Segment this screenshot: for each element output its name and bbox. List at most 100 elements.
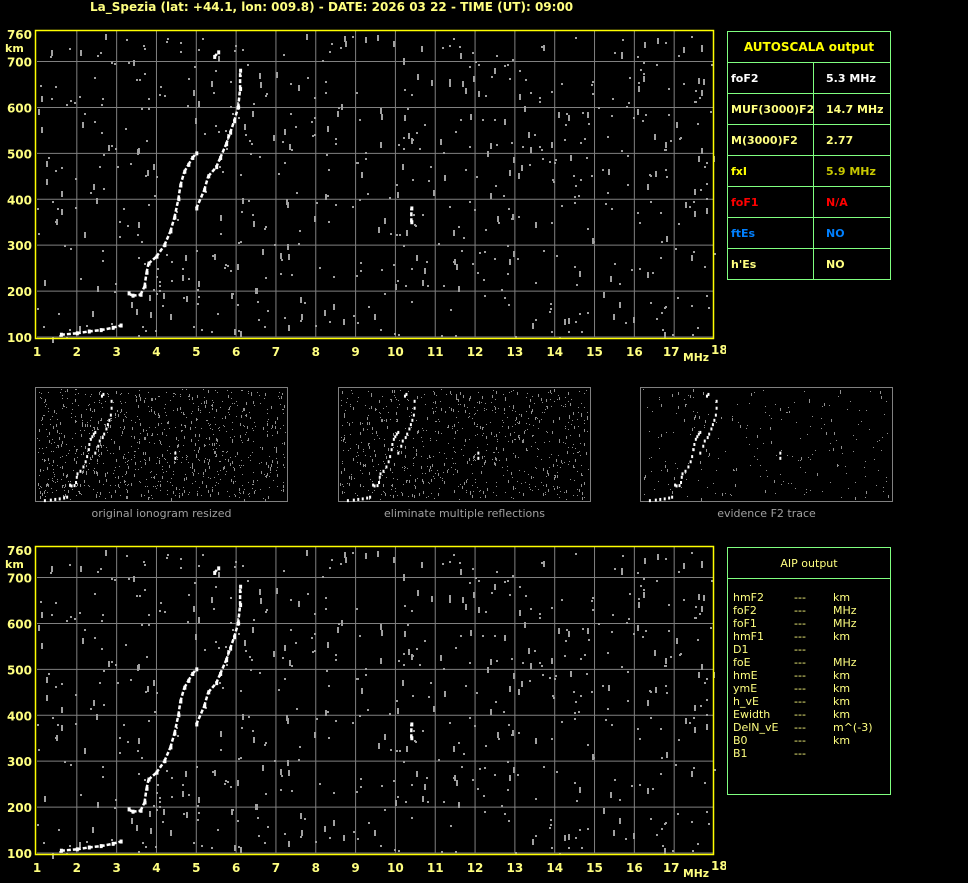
noise-dot bbox=[44, 280, 46, 286]
noise-dot bbox=[55, 221, 57, 223]
noise-dot bbox=[422, 214, 424, 216]
noise-dot bbox=[213, 92, 215, 94]
noise-dot bbox=[518, 216, 520, 218]
noise-dot bbox=[518, 423, 519, 424]
noise-dot bbox=[574, 712, 576, 714]
noise-dot bbox=[39, 488, 40, 489]
y-tick-label: 200 bbox=[7, 801, 32, 815]
noise-dot bbox=[115, 413, 116, 416]
noise-dot bbox=[215, 586, 217, 588]
noise-dot bbox=[419, 664, 421, 666]
noise-dot bbox=[575, 837, 577, 839]
noise-dot bbox=[633, 317, 635, 323]
noise-dot bbox=[372, 433, 373, 434]
noise-dot bbox=[260, 403, 261, 404]
noise-dot bbox=[178, 444, 179, 447]
noise-dot bbox=[562, 463, 563, 464]
noise-dot bbox=[181, 462, 182, 463]
y-tick-label: 500 bbox=[7, 147, 32, 161]
noise-dot bbox=[151, 435, 152, 436]
noise-dot bbox=[496, 391, 497, 394]
noise-dot bbox=[265, 277, 267, 279]
noise-dot bbox=[115, 490, 116, 493]
noise-dot bbox=[484, 295, 486, 297]
noise-dot bbox=[258, 835, 260, 837]
trace-point bbox=[376, 484, 379, 488]
noise-dot bbox=[550, 303, 552, 305]
noise-dot bbox=[539, 613, 541, 615]
noise-dot bbox=[376, 431, 377, 434]
noise-dot bbox=[252, 428, 253, 429]
noise-dot bbox=[561, 83, 563, 85]
noise-dot bbox=[524, 622, 526, 628]
noise-dot bbox=[574, 266, 576, 268]
noise-dot bbox=[509, 392, 510, 393]
noise-dot bbox=[242, 565, 244, 567]
noise-dot bbox=[43, 842, 45, 844]
noise-dot bbox=[483, 491, 484, 494]
noise-dot bbox=[374, 314, 376, 320]
noise-dot bbox=[202, 554, 204, 556]
noise-dot bbox=[474, 455, 475, 458]
trace-segment bbox=[88, 328, 101, 333]
noise-dot bbox=[148, 406, 149, 407]
noise-dot bbox=[57, 445, 58, 446]
noise-dot bbox=[261, 462, 262, 463]
noise-dot bbox=[539, 420, 540, 423]
noise-dot bbox=[627, 155, 629, 157]
noise-dot bbox=[670, 140, 672, 142]
noise-dot bbox=[144, 564, 146, 566]
noise-dot bbox=[511, 658, 513, 660]
noise-dot bbox=[568, 318, 570, 324]
noise-dot bbox=[341, 400, 342, 401]
noise-dot bbox=[169, 465, 170, 468]
noise-dot bbox=[98, 421, 99, 424]
noise-dot bbox=[440, 401, 441, 402]
noise-dot bbox=[145, 486, 146, 487]
noise-dot bbox=[44, 459, 45, 462]
noise-dot bbox=[650, 691, 652, 693]
noise-dot bbox=[586, 157, 588, 159]
noise-dot bbox=[513, 405, 514, 406]
noise-dot bbox=[144, 495, 145, 496]
trace-point bbox=[217, 50, 221, 55]
noise-dot bbox=[484, 408, 485, 409]
noise-dot bbox=[316, 718, 318, 720]
noise-dot bbox=[874, 459, 875, 460]
noise-dot bbox=[503, 448, 504, 451]
noise-dot bbox=[661, 404, 662, 407]
noise-dot bbox=[541, 665, 543, 667]
noise-dot bbox=[442, 47, 444, 49]
noise-dot bbox=[119, 221, 121, 223]
noise-dot bbox=[159, 396, 160, 397]
noise-dot bbox=[539, 146, 541, 148]
noise-dot bbox=[626, 622, 628, 624]
noise-dot bbox=[205, 405, 206, 408]
noise-dot bbox=[643, 589, 645, 591]
trace-point bbox=[94, 451, 97, 455]
noise-dot bbox=[198, 565, 200, 567]
noise-dot bbox=[333, 792, 335, 794]
noise-dot bbox=[701, 561, 703, 567]
noise-dot bbox=[166, 415, 167, 416]
noise-dot bbox=[439, 421, 440, 422]
noise-dot bbox=[386, 477, 387, 478]
noise-dot bbox=[232, 461, 233, 464]
noise-dot bbox=[266, 93, 268, 95]
noise-dot bbox=[212, 404, 213, 407]
noise-dot bbox=[174, 461, 175, 464]
noise-dot bbox=[237, 304, 239, 306]
noise-dot bbox=[218, 428, 219, 429]
noise-dot bbox=[80, 566, 82, 572]
noise-dot bbox=[148, 614, 150, 616]
noise-dot bbox=[61, 479, 62, 480]
trace-point bbox=[663, 497, 666, 501]
noise-dot bbox=[788, 407, 789, 408]
noise-dot bbox=[535, 467, 536, 468]
noise-dot bbox=[541, 482, 542, 483]
noise-dot bbox=[582, 628, 584, 630]
trace-point bbox=[397, 451, 400, 455]
noise-dot bbox=[264, 842, 266, 844]
aip-value: --- bbox=[794, 591, 806, 604]
noise-dot bbox=[101, 104, 103, 106]
